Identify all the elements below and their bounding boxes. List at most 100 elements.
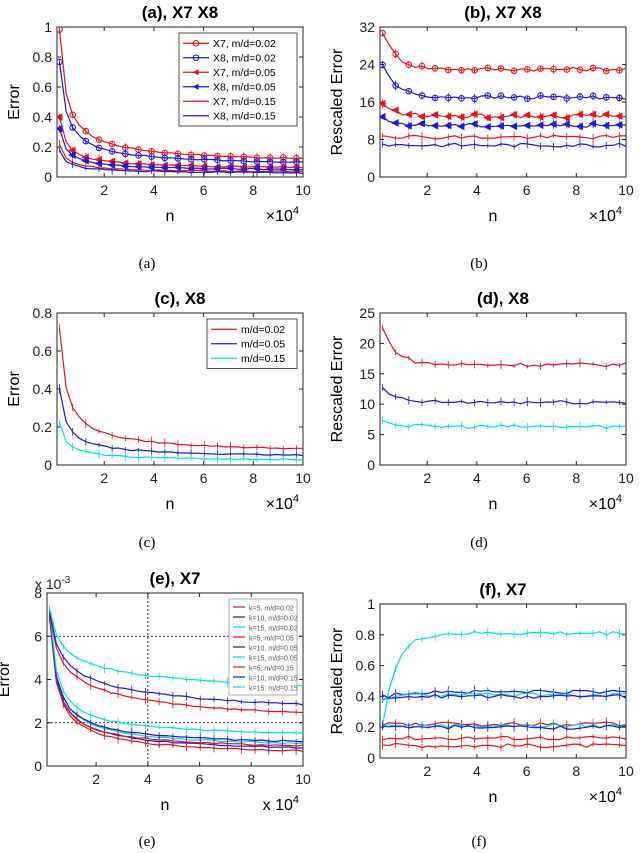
y-axis-label: Rescaled Error (329, 48, 346, 155)
series-line (49, 611, 303, 706)
y-tick-label: 2 (34, 715, 42, 731)
data-point (550, 65, 557, 73)
data-point (535, 113, 544, 121)
x-axis-label: n (489, 496, 498, 513)
series-group (381, 325, 626, 433)
data-point (405, 61, 413, 69)
data-point (405, 87, 413, 95)
data-point (95, 144, 103, 152)
y-tick-label: 8 (367, 132, 375, 148)
x-tick-label: 4 (473, 182, 481, 198)
series-line (382, 689, 626, 701)
data-point (431, 65, 439, 72)
x-axis-label: n (166, 208, 175, 225)
x-axis-label: n (166, 496, 175, 513)
data-point (575, 110, 583, 119)
legend: X7, m/d=0.02 X8, m/d=0.02 X7, m/d=0.05 X8, … (178, 32, 298, 127)
panel-caption: (a) (139, 256, 156, 272)
data-point (417, 119, 425, 128)
y-tick-label: 0 (44, 169, 52, 185)
data-point (417, 112, 425, 121)
data-point (509, 110, 518, 119)
data-point (497, 65, 505, 72)
x-tick-label: 6 (196, 771, 204, 787)
series-group (380, 29, 626, 151)
series-group (381, 627, 626, 752)
legend-label: k=10, m/d=0.05 (249, 646, 298, 653)
series-line (58, 61, 303, 163)
x-tick-label: 8 (247, 771, 255, 787)
x-axis-label: n (489, 789, 498, 806)
x-multiplier-base: x 10 (263, 797, 293, 814)
x-tick-label: 6 (523, 763, 531, 779)
x-tick-label: 10 (618, 182, 634, 198)
x-tick-label: 8 (572, 763, 580, 779)
data-point (265, 165, 274, 173)
y-tick-label: 0.8 (33, 305, 53, 321)
x-multiplier-base: ×10 (589, 496, 616, 513)
y-tick-label: 0.6 (33, 343, 53, 359)
x-multiplier-exponent: 4 (616, 786, 622, 798)
x-tick-label: 2 (100, 182, 108, 198)
y-multiplier-base: x 10 (35, 576, 62, 592)
data-point (443, 112, 452, 121)
data-point (173, 163, 181, 172)
data-point (537, 65, 544, 72)
data-point (535, 121, 544, 129)
data-point (562, 114, 570, 122)
y-tick-label: 0.6 (33, 79, 53, 95)
series-line (58, 149, 303, 174)
data-point (616, 94, 623, 102)
panel-caption: (c) (139, 535, 156, 551)
data-point (430, 121, 439, 130)
y-tick-label: 4 (34, 672, 42, 688)
x-multiplier-exponent: 4 (616, 205, 622, 217)
data-point (537, 92, 544, 99)
legend: m/d=0.02 m/d=0.05 m/d=0.15 (206, 318, 298, 369)
y-tick-label: 0.2 (33, 419, 53, 435)
plot-frame (379, 603, 627, 759)
series-line (49, 618, 303, 747)
x-tick-label: 4 (150, 470, 158, 486)
series-line (382, 721, 626, 727)
panel-caption: (e) (139, 834, 156, 850)
x-tick-label: 6 (523, 182, 531, 198)
x-tick-label: 2 (423, 470, 431, 486)
data-point (431, 94, 439, 102)
data-point (484, 92, 492, 99)
legend-label: k=10, m/d=0.15 (249, 676, 298, 683)
x-multiplier-exponent: 4 (293, 794, 299, 806)
data-point (563, 66, 571, 73)
x-multiplier-base: ×10 (589, 208, 616, 225)
data-point (392, 82, 399, 89)
series-line (58, 422, 303, 461)
legend-marker (192, 54, 200, 62)
data-point (391, 119, 399, 127)
data-point (548, 120, 557, 128)
y-tick-label: 0.8 (33, 49, 53, 65)
x-multiplier-base: ×10 (266, 208, 293, 225)
data-point (602, 94, 610, 101)
data-point (470, 120, 478, 128)
y-axis-label: Rescaled Error (329, 627, 346, 734)
data-point (470, 110, 478, 119)
data-point (160, 163, 168, 172)
data-point (147, 163, 155, 172)
data-point (456, 113, 465, 121)
data-point (252, 164, 260, 173)
x-axis-multiplier: ×104 (266, 205, 299, 225)
data-point (108, 140, 116, 148)
x-tick-label: 10 (295, 470, 311, 486)
chart-title: (e), X7 (149, 569, 200, 588)
data-point (404, 122, 412, 130)
series-line (381, 32, 626, 72)
data-point (95, 136, 103, 143)
x-tick-label: 4 (144, 771, 152, 787)
legend-label: k=10, m/d=0.02 (249, 616, 298, 623)
x-axis-multiplier: x 104 (263, 794, 299, 814)
x-axis-multiplier: ×104 (589, 205, 622, 225)
data-point (496, 113, 504, 122)
series-line (382, 693, 626, 699)
x-axis-label: n (161, 797, 170, 814)
